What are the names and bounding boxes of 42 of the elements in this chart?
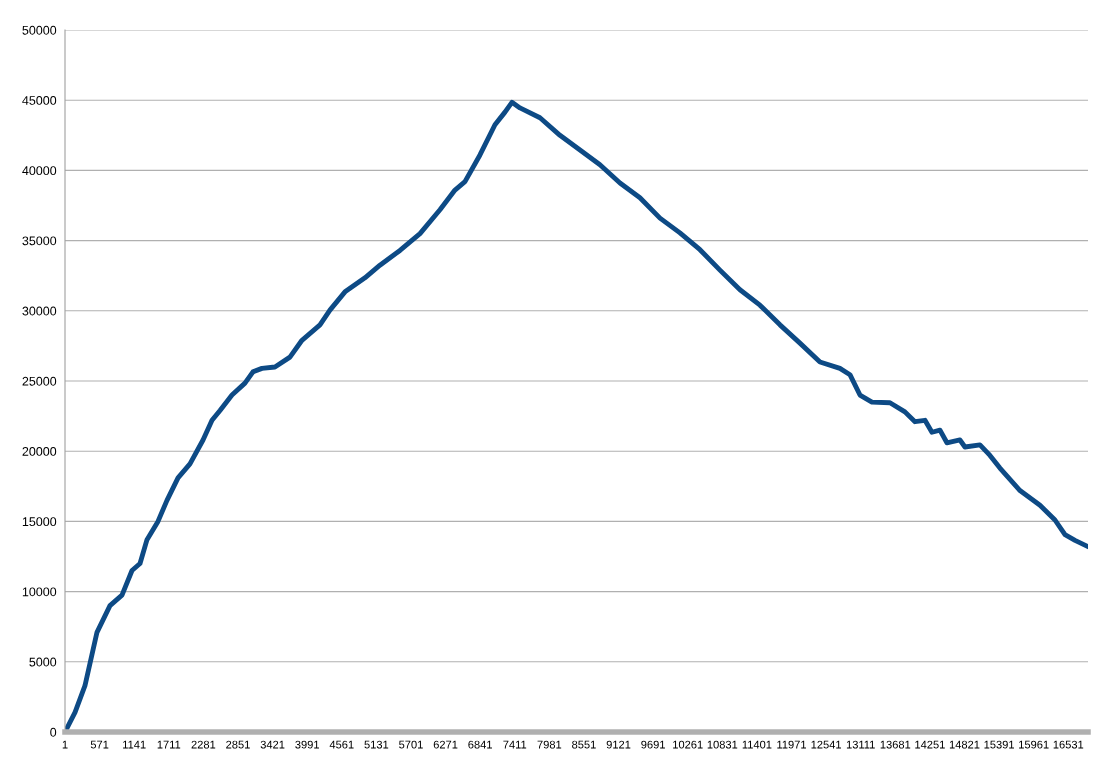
x-tick-label: 3991 [295,740,319,749]
x-tick-label: 2851 [226,740,250,749]
line-series [65,99,1088,732]
x-tick-label: 7411 [503,740,527,749]
x-tick-label: 11401 [742,740,772,749]
x-tick-label: 7981 [537,740,562,749]
x-tick-label: 10831 [707,740,738,749]
y-tick-label: 5000 [29,657,57,667]
x-tick-label: 1711 [157,740,181,749]
x-tick-label: 3421 [260,740,285,749]
x-tick-label: 8551 [572,740,596,749]
x-tick-label: 14821 [949,740,980,749]
x-tick-label: 5701 [399,740,423,749]
y-tick-label: 10000 [22,587,57,597]
x-tick-label: 15961 [1019,740,1049,749]
x-tick-label: 1141 [123,740,146,749]
y-tick-label: 40000 [22,166,57,176]
x-tick-label: 16531 [1053,740,1084,749]
y-tick-label: 50000 [22,25,57,35]
x-tick-label: 10261 [673,740,703,749]
y-tick-label: 45000 [22,96,57,105]
x-tick-label: 9691 [641,740,665,749]
x-tick-label: 6841 [468,740,492,749]
y-tick-label: 15000 [22,517,57,527]
y-tick-label: 35000 [22,236,57,246]
x-tick-label: 13681 [880,740,911,749]
x-tick-label: 4561 [329,740,354,749]
x-tick-label: 1 [62,740,68,749]
x-tick-label: 15391 [984,740,1014,749]
x-tick-label: 5131 [364,740,389,749]
y-tick-label: 20000 [22,447,57,456]
x-tick-label: 12541 [811,740,842,749]
y-tick-label: 0 [50,727,57,737]
x-tick-label: 11971 [777,740,807,749]
x-tick-label: 571 [90,740,109,749]
x-tick-label: 14251 [915,740,945,749]
y-tick-label: 25000 [22,376,57,386]
x-tick-label: 6271 [433,740,458,749]
x-tick-label: 9121 [606,740,631,749]
x-tick-label: 13111 [846,740,875,749]
y-tick-label: 30000 [22,306,57,316]
x-tick-label: 2281 [191,740,216,749]
